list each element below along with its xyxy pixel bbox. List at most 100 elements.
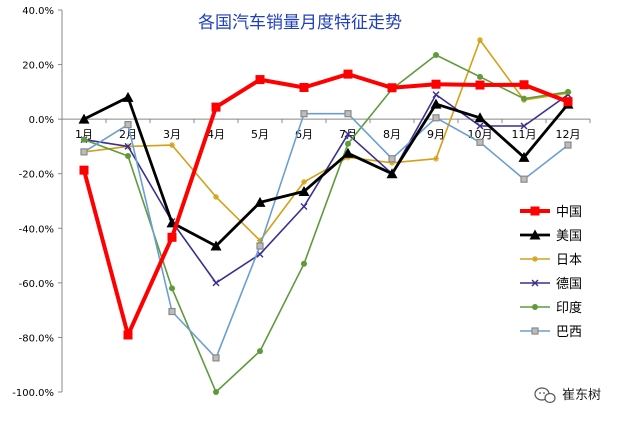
series-0: [79, 69, 573, 340]
data-point: [298, 185, 310, 196]
series-layer: [78, 37, 574, 395]
axes: 40.0% 20.0% 0.0% -20.0% -40.0% -60.0% -80.0% -1…: [12, 6, 591, 399]
data-point: [530, 206, 540, 216]
data-point: [518, 151, 530, 162]
legend-item: 中国: [520, 205, 582, 220]
data-point: [386, 168, 398, 179]
data-point: [430, 98, 442, 109]
data-point-stroke: [476, 122, 484, 130]
data-point-stroke: [433, 156, 439, 162]
data-point: [78, 113, 90, 124]
data-point: [125, 152, 131, 159]
data-point: [345, 140, 351, 147]
data-point: [477, 73, 483, 80]
data-point: [520, 175, 528, 183]
data-point: [168, 307, 176, 316]
y-tick-label: -40.0%: [19, 224, 54, 235]
x-tick-label: 5月: [251, 128, 269, 141]
data-point: [122, 91, 134, 102]
data-point-stroke: [477, 37, 483, 43]
x-tick-label: 3月: [163, 128, 181, 141]
data-point: [212, 279, 220, 287]
y-tick-label: -100.0%: [12, 388, 54, 399]
series-line: [83, 39, 569, 242]
data-point-stroke: [520, 122, 528, 130]
data-point: [432, 114, 440, 122]
y-tick-label: 0.0%: [29, 115, 54, 126]
data-point: [520, 122, 528, 130]
data-point-stroke: [432, 91, 440, 99]
data-point: [564, 141, 572, 149]
data-point: [123, 330, 133, 340]
series-5: [80, 110, 572, 362]
data-point: [213, 389, 219, 395]
data-point-stroke: [212, 279, 220, 287]
data-point: [531, 279, 539, 287]
data-point: [301, 260, 307, 267]
series-1: [78, 91, 574, 251]
legend-item: 德国: [520, 277, 582, 292]
series-line: [83, 54, 569, 393]
data-point-stroke: [213, 194, 219, 200]
data-point: [474, 112, 486, 123]
data-point: [431, 79, 441, 89]
data-point: [169, 142, 175, 149]
data-point: [477, 37, 483, 44]
legend-item: 美国: [520, 229, 582, 244]
data-point: [476, 122, 484, 130]
legend-label: 德国: [556, 277, 582, 292]
y-tick-label: 40.0%: [22, 6, 54, 17]
data-point: [432, 91, 440, 99]
data-point-stroke: [256, 250, 264, 258]
data-point: [388, 155, 396, 163]
x-tick-label: 8月: [383, 128, 401, 141]
watermark-text: 崔东树: [562, 387, 601, 403]
data-point: [124, 120, 132, 129]
data-point: [343, 69, 353, 79]
data-point: [433, 155, 439, 162]
series-2: [81, 37, 571, 244]
data-point: [299, 82, 309, 92]
data-point-stroke: [531, 279, 539, 287]
data-point: [344, 110, 352, 118]
data-point: [342, 147, 354, 158]
data-point-stroke: [257, 238, 263, 244]
data-point: [475, 80, 485, 90]
data-point: [210, 240, 222, 251]
y-tick-label: -60.0%: [19, 279, 54, 290]
data-point: [79, 165, 89, 175]
data-point: [254, 196, 266, 207]
data-point: [256, 242, 264, 250]
data-point: [301, 178, 307, 185]
legend-item: 印度: [520, 300, 582, 316]
data-point: [433, 52, 439, 59]
x-tick-label: 1月: [75, 128, 93, 141]
legend-label: 日本: [556, 253, 582, 268]
data-point: [167, 232, 177, 242]
data-point: [519, 80, 529, 90]
data-point: [211, 102, 221, 112]
data-point: [81, 136, 87, 143]
data-point: [532, 256, 538, 262]
data-point-stroke: [301, 179, 307, 185]
data-point: [124, 142, 132, 150]
data-point: [565, 88, 571, 95]
data-point: [213, 193, 219, 200]
data-point: [257, 348, 263, 355]
data-point: [529, 229, 541, 240]
series-4: [81, 52, 571, 395]
series-line: [83, 112, 569, 359]
x-tick-label: 11月: [512, 128, 537, 141]
series-line: [82, 72, 569, 337]
legend-label: 巴西: [556, 325, 582, 340]
data-point: [255, 75, 265, 85]
data-point-stroke: [300, 202, 308, 210]
data-point: [531, 327, 539, 335]
chart-title: 各国汽车销量月度特征走势: [198, 13, 402, 33]
y-tick-label: 20.0%: [22, 61, 54, 72]
data-point: [563, 97, 573, 107]
data-point: [387, 83, 397, 93]
legend-label: 中国: [556, 205, 582, 220]
